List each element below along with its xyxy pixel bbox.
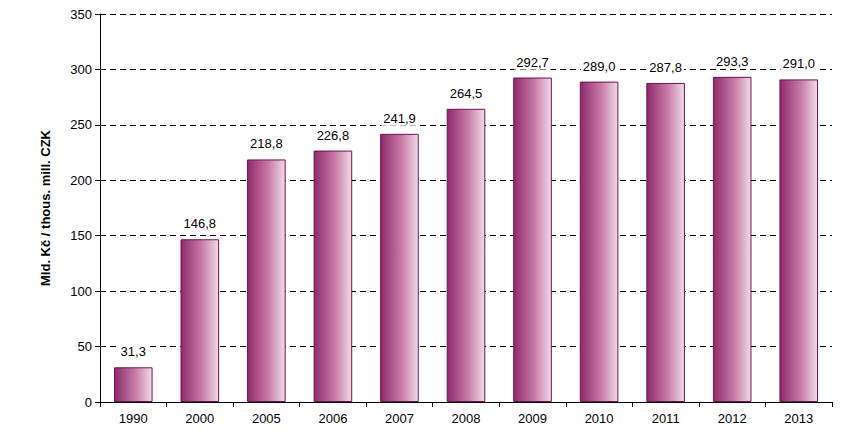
svg-text:100: 100	[70, 284, 92, 299]
svg-text:2005: 2005	[252, 411, 281, 426]
svg-text:2010: 2010	[585, 411, 614, 426]
svg-text:31,3: 31,3	[121, 344, 146, 359]
svg-text:289,0: 289,0	[583, 59, 616, 74]
svg-text:241,9: 241,9	[383, 111, 416, 126]
svg-text:291,0: 291,0	[782, 56, 815, 71]
svg-text:2013: 2013	[784, 411, 813, 426]
svg-text:2011: 2011	[652, 411, 680, 426]
svg-text:2007: 2007	[385, 411, 414, 426]
svg-text:226,8: 226,8	[317, 128, 350, 143]
svg-text:200: 200	[70, 173, 92, 188]
svg-text:1990: 1990	[119, 411, 148, 426]
svg-text:Mld. Kč / thous. mill. CZK: Mld. Kč / thous. mill. CZK	[38, 129, 53, 286]
svg-text:2009: 2009	[518, 411, 547, 426]
svg-text:250: 250	[70, 117, 92, 132]
svg-text:2008: 2008	[452, 411, 481, 426]
svg-text:218,8: 218,8	[250, 136, 283, 151]
svg-text:150: 150	[70, 228, 92, 243]
svg-text:292,7: 292,7	[516, 55, 549, 70]
svg-text:50: 50	[78, 339, 92, 354]
svg-text:0: 0	[85, 395, 92, 410]
svg-text:264,5: 264,5	[450, 86, 483, 101]
svg-text:2000: 2000	[185, 411, 214, 426]
svg-text:146,8: 146,8	[184, 216, 217, 231]
svg-text:2012: 2012	[718, 411, 747, 426]
svg-text:350: 350	[70, 7, 92, 22]
svg-text:2006: 2006	[318, 411, 347, 426]
svg-text:300: 300	[70, 62, 92, 77]
svg-text:293,3: 293,3	[716, 54, 749, 69]
svg-text:287,8: 287,8	[649, 60, 682, 75]
